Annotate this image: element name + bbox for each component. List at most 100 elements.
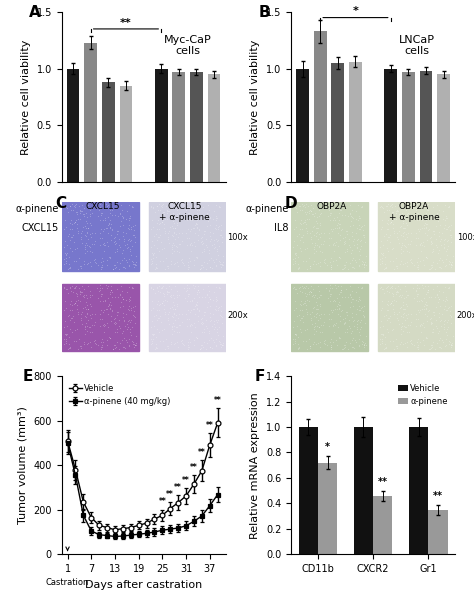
Point [111, 232, 119, 242]
Point [356, 244, 364, 253]
Point [327, 225, 335, 234]
Point [306, 289, 313, 299]
Point [83, 228, 91, 237]
Point [206, 287, 213, 296]
Point [160, 207, 168, 217]
Point [206, 246, 213, 255]
Point [112, 342, 119, 352]
Point [348, 262, 356, 272]
Point [344, 226, 351, 235]
Point [173, 229, 180, 238]
Text: **: ** [433, 491, 443, 501]
Point [305, 201, 312, 211]
Point [419, 223, 426, 232]
Point [422, 222, 430, 232]
Point [414, 264, 422, 274]
Point [433, 243, 440, 252]
Point [429, 308, 437, 317]
Point [215, 284, 222, 293]
Point [305, 296, 313, 305]
Point [420, 212, 428, 222]
Point [210, 244, 218, 253]
Point [438, 309, 446, 319]
Point [61, 305, 68, 315]
Point [157, 256, 164, 266]
Point [70, 283, 77, 293]
Point [198, 319, 205, 329]
Point [435, 248, 442, 257]
Point [414, 342, 422, 352]
Point [194, 219, 201, 228]
Point [79, 291, 87, 300]
Point [210, 319, 218, 329]
Point [338, 305, 346, 315]
Point [307, 315, 315, 324]
Point [86, 287, 93, 296]
Point [207, 342, 214, 352]
Point [397, 249, 405, 258]
Point [62, 256, 69, 265]
Point [188, 296, 196, 306]
Point [312, 339, 320, 349]
Point [439, 288, 447, 297]
Point [165, 226, 173, 236]
Point [390, 305, 397, 314]
Point [154, 305, 161, 315]
Point [174, 313, 182, 323]
Point [419, 255, 427, 265]
Point [164, 343, 172, 353]
Point [403, 313, 411, 323]
Point [306, 287, 313, 297]
Point [198, 239, 205, 249]
Point [214, 224, 221, 234]
Point [103, 336, 110, 345]
Point [105, 219, 112, 228]
Point [300, 318, 307, 327]
Point [218, 260, 226, 269]
Point [173, 327, 181, 337]
Point [298, 206, 306, 215]
Point [392, 201, 399, 211]
Point [445, 202, 453, 212]
Point [355, 221, 363, 230]
Point [184, 264, 192, 274]
Point [416, 305, 424, 315]
Point [188, 295, 195, 305]
Point [119, 262, 127, 272]
Point [419, 318, 427, 327]
Point [379, 249, 387, 258]
Point [161, 264, 169, 274]
Point [162, 254, 170, 263]
Point [402, 293, 410, 302]
Point [61, 236, 69, 246]
Point [302, 281, 310, 290]
Point [82, 223, 90, 232]
Point [440, 324, 447, 334]
Point [212, 201, 219, 210]
Text: OBP2A: OBP2A [317, 202, 347, 211]
Point [436, 231, 443, 241]
Point [167, 211, 175, 221]
Point [350, 253, 357, 263]
Point [168, 302, 175, 312]
Point [81, 293, 88, 302]
Point [432, 234, 439, 244]
Point [61, 215, 69, 225]
Point [175, 309, 182, 319]
Point [83, 219, 91, 228]
Point [73, 210, 81, 219]
Point [407, 256, 414, 265]
Point [187, 225, 194, 234]
Point [346, 209, 354, 219]
Point [195, 307, 202, 316]
Point [198, 236, 206, 246]
Point [344, 307, 351, 316]
Point [77, 261, 84, 271]
Point [201, 310, 208, 319]
Point [200, 327, 208, 336]
Point [349, 231, 356, 241]
Point [344, 293, 352, 302]
Point [302, 210, 310, 219]
Point [404, 309, 412, 319]
Point [195, 206, 202, 215]
